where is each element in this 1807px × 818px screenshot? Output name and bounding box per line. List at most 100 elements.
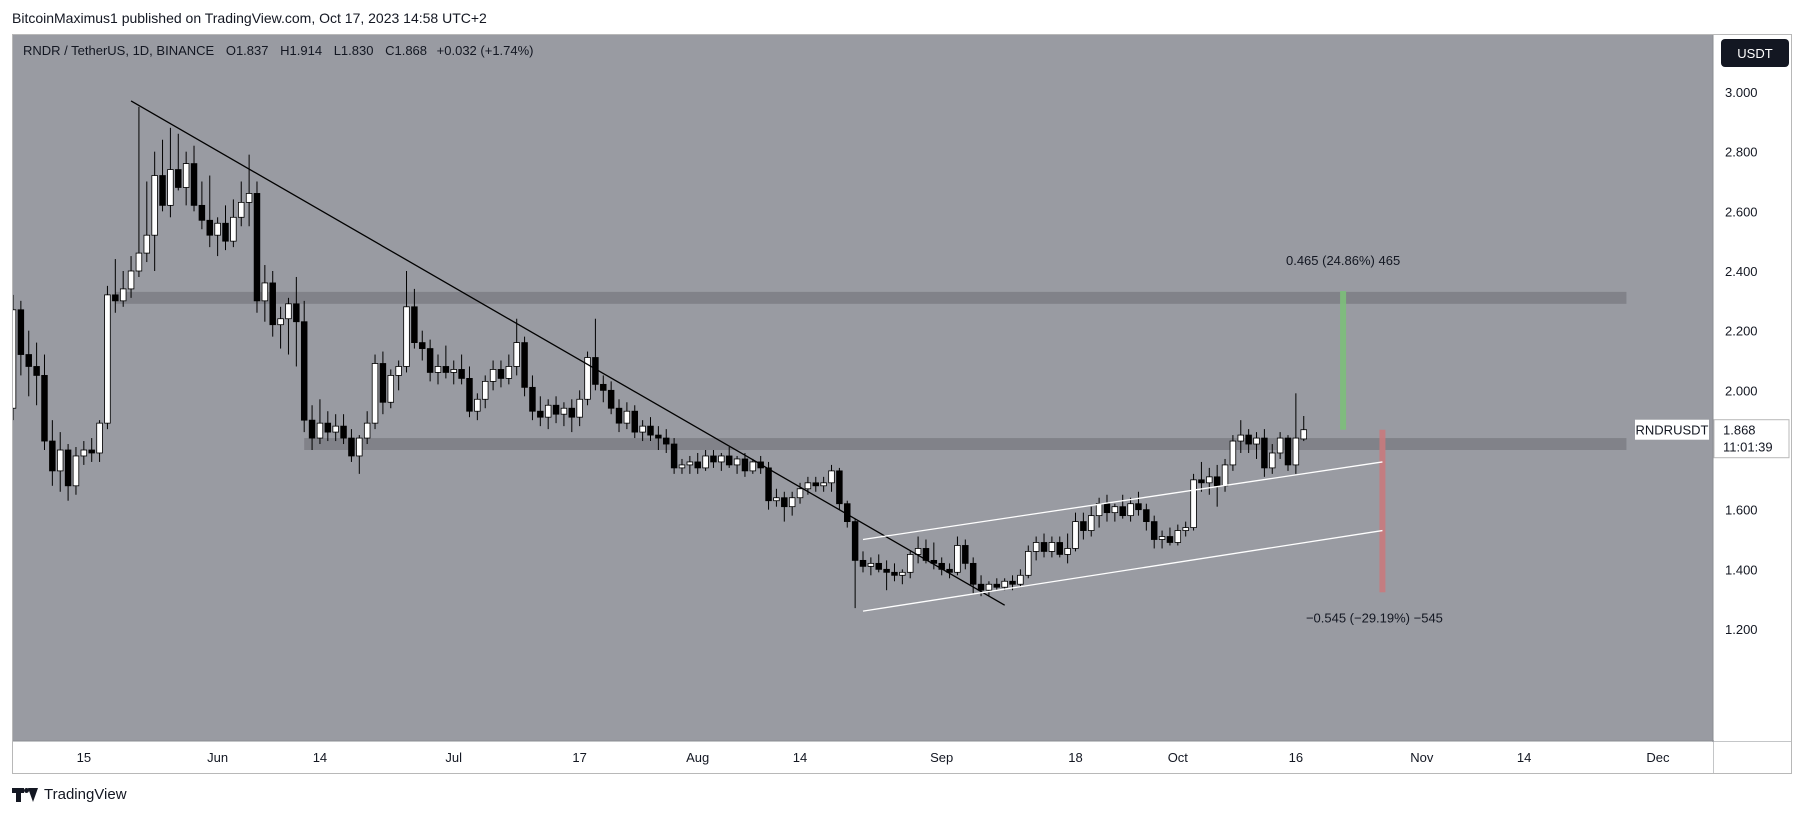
legend-close-value: 1.868 [394, 43, 427, 58]
ticker-tag-label: RNDRUSDT [1636, 423, 1709, 438]
candle-bear [206, 219, 213, 236]
time-tick-label: 15 [77, 750, 91, 765]
candle-bull [403, 306, 410, 367]
candle-bull [1292, 437, 1300, 466]
legend-low-label: L [334, 43, 341, 58]
candle-bear [710, 455, 717, 463]
candle-bull [1001, 580, 1008, 588]
tradingview-footer[interactable]: TradingView [12, 786, 127, 803]
candle-bull [1182, 527, 1189, 531]
candle-bear [1166, 536, 1174, 543]
time-tick-label: 14 [793, 750, 807, 765]
candle-bear [458, 369, 465, 379]
price-tick-label: 2.800 [1725, 145, 1758, 160]
candle-bear [615, 407, 623, 424]
price-axis[interactable]: 3.000 2.800 2.600 2.400 2.200 2.000 1.600 1.400… [1714, 35, 1791, 741]
candle-bear [497, 369, 505, 379]
candle-bull [1174, 530, 1182, 543]
candle-bear [725, 455, 733, 466]
candle-bear [859, 559, 867, 567]
time-tick-label: Jul [445, 750, 462, 765]
time-tick-label: 16 [1289, 750, 1303, 765]
candle-bull [954, 545, 961, 573]
legend-change: +0.032 (+1.74%) [437, 43, 534, 58]
candle-bear [529, 386, 536, 412]
candle-bear [1284, 437, 1292, 466]
price-tick-label: 1.600 [1725, 503, 1758, 518]
chart-frame[interactable]: 0.465 (24.86%) 465 −0.545 (−29.19%) −545… [12, 34, 1792, 774]
candle-bear [1245, 434, 1252, 445]
candle-bull [749, 461, 757, 472]
candle-bull [489, 369, 497, 382]
currency-button[interactable]: USDT [1721, 39, 1789, 67]
time-tick-label: Sep [930, 750, 953, 765]
time-tick-label: 18 [1068, 750, 1082, 765]
candle-bull [820, 482, 827, 487]
time-axis[interactable]: 15 Jun 14 Jul 17 Aug 14 Sep 18 Oct 16 Nov 14 Dec [13, 742, 1713, 773]
trendline-channel_lower[interactable] [862, 529, 1383, 612]
candle-bull [316, 422, 324, 439]
candle-bear [1040, 542, 1048, 552]
candle-bull [678, 464, 686, 469]
candle-bear [64, 449, 72, 487]
candle-bull [332, 425, 339, 433]
measure-up-bar[interactable] [1340, 290, 1347, 430]
candle-bear [647, 425, 654, 436]
candle-bull [230, 216, 237, 242]
candle-bear [25, 354, 32, 367]
candle-bear [993, 583, 1001, 588]
candle-bear [41, 375, 48, 442]
candle-bear [1103, 503, 1111, 514]
candle-bull [13, 309, 17, 409]
candle-bear [552, 404, 560, 415]
plot-area[interactable] [13, 35, 1713, 741]
candle-bull [1048, 542, 1056, 552]
candle-bear [1261, 437, 1268, 469]
currency-button-bg[interactable] [1721, 39, 1789, 67]
legend-high-value: 1.914 [290, 43, 323, 58]
candle-bear [442, 366, 450, 373]
measure-down-bar[interactable] [1379, 429, 1386, 593]
sr-zone-1[interactable] [304, 438, 1627, 450]
candle-bear [741, 458, 749, 472]
candle-bull [434, 366, 442, 373]
candle-bull [96, 422, 103, 454]
candle-bear [190, 163, 198, 206]
price-tick-label: 2.600 [1725, 204, 1758, 219]
candle-bear [1135, 503, 1142, 511]
candle-bear [33, 366, 40, 376]
candle-bear [781, 497, 788, 508]
candle-bull [245, 193, 253, 203]
candle-bull [261, 282, 269, 302]
candle-bull [788, 497, 796, 508]
time-tick-label: Dec [1646, 750, 1670, 765]
last-price-tag: RNDRUSDT 1.868 11:01:39 [1635, 419, 1790, 459]
candle-bull [474, 398, 481, 412]
candle-bull [773, 497, 780, 502]
price-tick-label: 3.000 [1725, 85, 1758, 100]
sr-zone-0[interactable] [115, 291, 1627, 304]
currency-button-label[interactable]: USDT [1737, 46, 1772, 61]
candle-bear [222, 222, 229, 242]
candle-bull [899, 571, 906, 576]
grid-layer [13, 35, 1791, 773]
candle-bull [285, 303, 292, 320]
candle-bull [1032, 542, 1040, 552]
candle-bear [466, 377, 473, 412]
candle-bull [1269, 452, 1276, 469]
candle-bull [395, 366, 402, 376]
candlestick-chart[interactable]: 0.465 (24.86%) 465 −0.545 (−29.19%) −545… [13, 35, 1791, 773]
candle-bear [891, 571, 898, 576]
candle-bull [127, 270, 135, 290]
candle-bull [804, 482, 812, 490]
candle-bear [812, 482, 820, 487]
ticker-tag-bg [1635, 419, 1709, 440]
time-tick-label: Nov [1410, 750, 1434, 765]
candle-bull [544, 404, 552, 418]
trendline-channel_upper[interactable] [862, 461, 1383, 541]
candle-bull [1206, 476, 1213, 484]
price-tag-countdown: 11:01:39 [1723, 440, 1773, 455]
trendline-descending_resistance[interactable] [130, 100, 1005, 606]
price-axis-bg [1714, 35, 1791, 741]
legend-symbol: RNDR / TetherUS, 1D, BINANCE [23, 43, 215, 58]
